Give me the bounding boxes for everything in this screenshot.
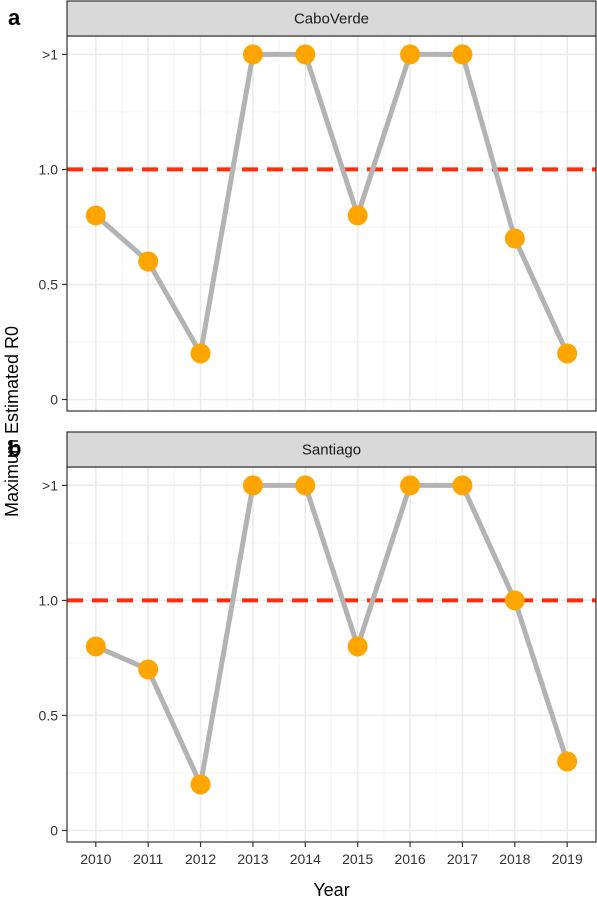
- x-tick-label: 2010: [80, 851, 111, 867]
- x-tick-label: 2012: [185, 851, 216, 867]
- y-tick-label: 1.0: [39, 161, 59, 177]
- y-tick-label: 0.5: [39, 276, 59, 292]
- x-tick-label: 2018: [499, 851, 530, 867]
- data-point: [85, 636, 106, 657]
- data-point: [347, 205, 368, 226]
- data-point: [452, 44, 473, 65]
- panel-letter: a: [8, 5, 21, 30]
- panel-letter: b: [8, 436, 21, 461]
- panel-a: CaboVerde a 0 0.5 1.0 >1: [8, 0, 597, 412]
- series-line: [93, 482, 570, 787]
- x-tick-label: 2013: [237, 851, 268, 867]
- x-tick-label: 2016: [394, 851, 425, 867]
- data-point: [400, 44, 421, 65]
- x-tick-label: 2014: [290, 851, 321, 867]
- data-point: [504, 228, 525, 249]
- data-point: [242, 475, 263, 496]
- data-point: [347, 636, 368, 657]
- data-point: [400, 475, 421, 496]
- strip-background: [66, 0, 597, 37]
- series-line: [93, 51, 570, 356]
- data-point: [85, 205, 106, 226]
- strip-label: Santiago: [302, 442, 361, 459]
- y-axis-title: Maximum Estimated R0: [2, 326, 22, 517]
- data-point: [190, 774, 211, 795]
- x-tick-label: 2011: [133, 851, 163, 867]
- data-point: [557, 343, 578, 364]
- y-tick-label: 0: [50, 391, 58, 407]
- y-tick-label: 0.5: [39, 707, 59, 723]
- data-point: [504, 590, 525, 611]
- y-tick-label: 1.0: [39, 592, 59, 608]
- data-point: [452, 475, 473, 496]
- data-point: [138, 659, 159, 680]
- data-point: [295, 44, 316, 65]
- x-tick-label: 2015: [342, 851, 373, 867]
- strip-background: [66, 431, 597, 468]
- strip-label: CaboVerde: [294, 11, 369, 28]
- y-tick-label: >1: [42, 46, 58, 62]
- y-tick-label: >1: [42, 477, 58, 493]
- panel-b: Santiago b 0 0.5 1.0 >1 2010 2011 2012 2013 2014 20…: [8, 431, 597, 867]
- x-tick-label: 2017: [447, 851, 478, 867]
- x-tick-label: 2019: [552, 851, 583, 867]
- data-point: [190, 343, 211, 364]
- data-point: [138, 251, 159, 272]
- data-point: [242, 44, 263, 65]
- x-axis-title: Year: [313, 880, 349, 900]
- y-tick-label: 0: [50, 822, 58, 838]
- data-point: [557, 751, 578, 772]
- data-point: [295, 475, 316, 496]
